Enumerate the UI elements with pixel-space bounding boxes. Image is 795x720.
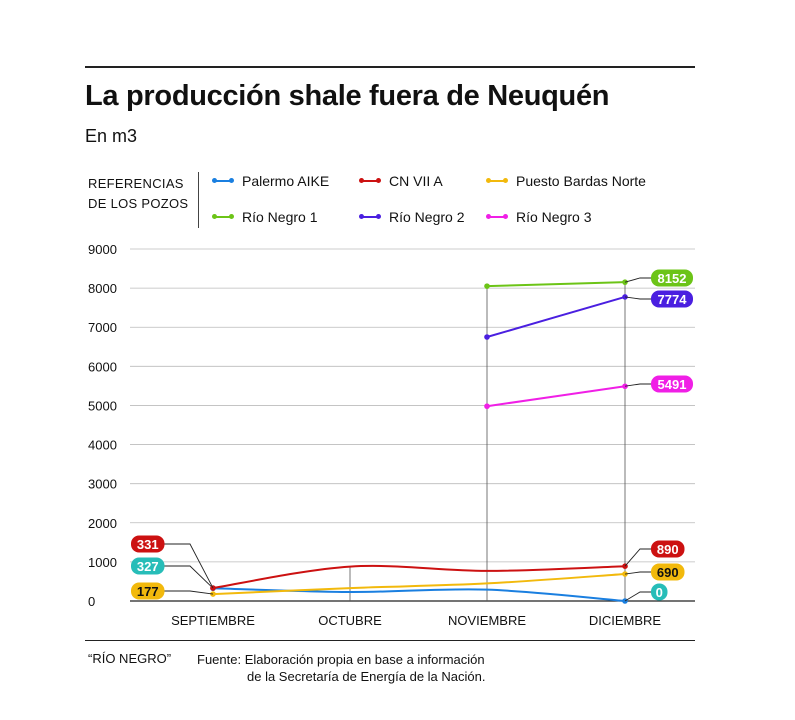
end-value-label: 5491 — [658, 377, 687, 392]
x-tick-label: DICIEMBRE — [589, 613, 662, 628]
legend-item-rio-negro-1: Río Negro 1 — [212, 209, 318, 225]
label-leader — [624, 383, 651, 387]
end-value-label: 690 — [657, 565, 679, 580]
chart-title: La producción shale fuera de Neuquén — [85, 80, 610, 112]
bottom-rule — [85, 640, 695, 641]
label-leader — [624, 591, 651, 602]
end-value-label: 0 — [656, 585, 663, 600]
start-value-label-bg — [131, 582, 165, 600]
legend-heading-line2: DE LOS POZOS — [88, 196, 189, 211]
legend-label: CN VII A — [389, 173, 443, 189]
source-tag: “RÍO NEGRO” — [88, 651, 172, 666]
series-line — [212, 573, 626, 596]
legend-item-palermo-aike: Palermo AIKE — [212, 173, 330, 189]
y-tick-label: 7000 — [88, 320, 117, 335]
label-leader — [624, 571, 651, 575]
legend-label: Río Negro 3 — [516, 209, 592, 225]
y-tick-label: 6000 — [88, 359, 117, 374]
end-value-label-bg — [651, 540, 685, 558]
legend-heading-line1: REFERENCIAS — [88, 176, 184, 191]
chart-subtitle: En m3 — [85, 126, 138, 146]
legend-swatch — [486, 178, 508, 183]
label-leader — [164, 565, 214, 589]
x-tick-label: SEPTIEMBRE — [171, 613, 255, 628]
source-line-2: de la Secretaría de Energía de la Nación… — [247, 669, 486, 684]
legend-label: Palermo AIKE — [242, 173, 330, 189]
legend-item-puesto-bardas-norte: Puesto Bardas Norte — [486, 173, 646, 189]
legend-swatch — [212, 178, 234, 183]
top-rule — [85, 66, 695, 68]
start-value-label-bg — [131, 557, 165, 575]
end-value-label-bg — [651, 269, 693, 287]
label-leader — [164, 543, 214, 589]
source-line-1: Fuente: Elaboración propia en base a inf… — [197, 652, 485, 667]
source-note: Fuente: Elaboración propia en base a inf… — [197, 651, 617, 685]
start-value-label: 327 — [137, 559, 159, 574]
end-value-label: 8152 — [658, 271, 687, 286]
legend-item-rio-negro-3: Río Negro 3 — [486, 209, 592, 225]
end-value-label: 890 — [657, 542, 679, 557]
legend-swatch — [359, 214, 381, 219]
end-value-label: 7774 — [658, 292, 688, 307]
legend-heading: REFERENCIAS DE LOS POZOS — [88, 174, 188, 214]
series-line — [212, 564, 626, 590]
y-tick-label: 3000 — [88, 477, 117, 492]
y-tick-label: 4000 — [88, 438, 117, 453]
label-leader — [624, 277, 651, 283]
legend-label: Puesto Bardas Norte — [516, 173, 646, 189]
end-value-label-bg — [651, 290, 693, 308]
data-point — [484, 403, 490, 410]
label-leader — [624, 548, 651, 567]
series-line — [486, 281, 626, 288]
series-line — [486, 295, 626, 338]
start-value-label: 331 — [137, 537, 159, 552]
data-point — [484, 283, 490, 289]
end-value-label-bg — [651, 375, 693, 393]
y-tick-label: 5000 — [88, 398, 117, 413]
y-tick-label: 2000 — [88, 516, 117, 531]
series-line — [212, 587, 626, 602]
y-tick-label: 9000 — [88, 242, 117, 257]
legend-swatch — [359, 178, 381, 183]
legend-swatch — [486, 214, 508, 219]
legend-divider — [198, 172, 199, 228]
label-leader — [624, 296, 651, 300]
data-point — [622, 383, 628, 390]
end-value-label-bg — [651, 583, 668, 601]
data-point — [622, 279, 628, 285]
start-value-label: 177 — [137, 584, 159, 599]
legend-item-rio-negro-2: Río Negro 2 — [359, 209, 465, 225]
legend-label: Río Negro 2 — [389, 209, 465, 225]
label-leader — [164, 590, 214, 595]
data-point — [484, 334, 490, 340]
legend-swatch — [212, 214, 234, 219]
series-line — [486, 385, 626, 408]
start-value-label-bg — [131, 535, 165, 553]
y-tick-label: 1000 — [88, 555, 117, 570]
end-value-label-bg — [651, 563, 685, 581]
x-tick-label: NOVIEMBRE — [448, 613, 526, 628]
x-tick-label: OCTUBRE — [318, 613, 382, 628]
y-tick-label: 0 — [88, 594, 95, 609]
legend-label: Río Negro 1 — [242, 209, 318, 225]
y-tick-label: 8000 — [88, 281, 117, 296]
legend-item-cn-vii-a: CN VII A — [359, 173, 443, 189]
